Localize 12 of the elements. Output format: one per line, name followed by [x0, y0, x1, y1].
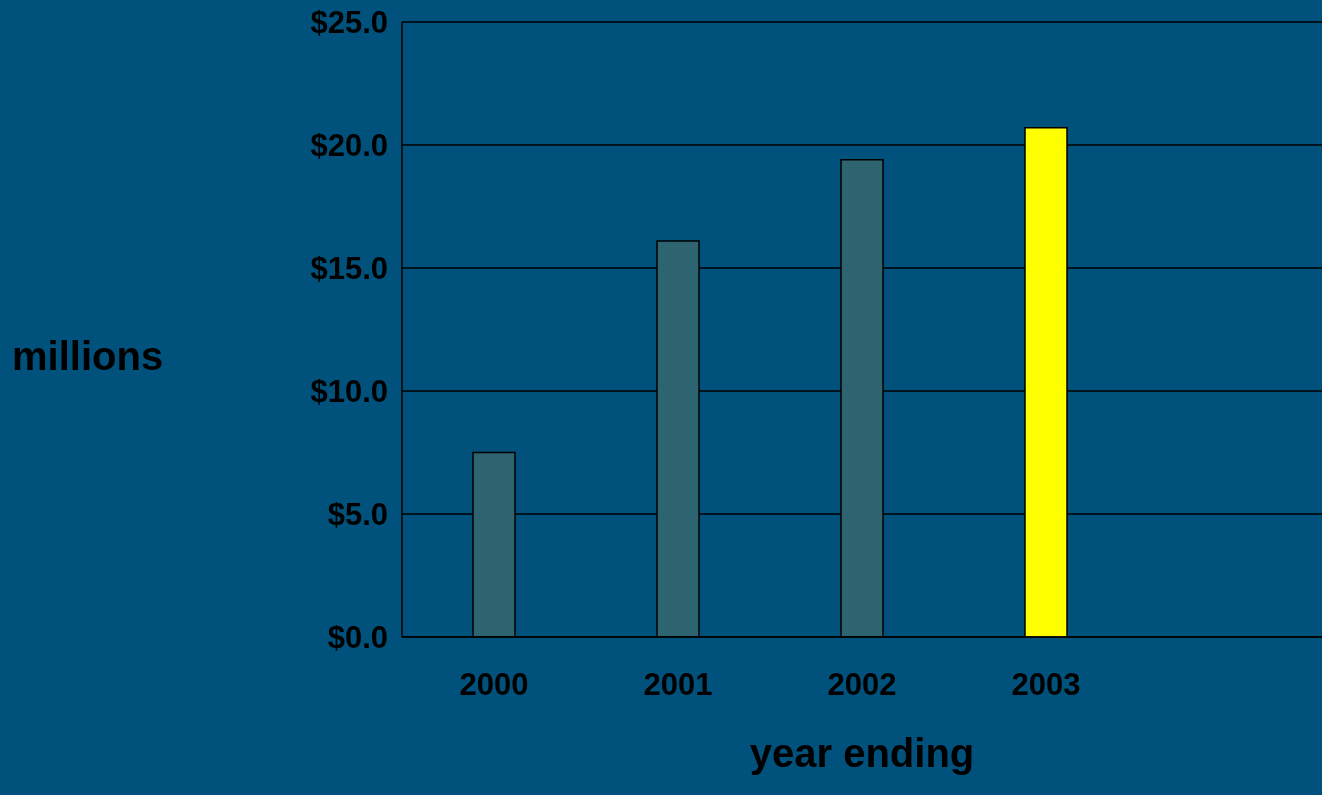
x-axis-title: year ending: [749, 731, 975, 775]
x-tick-label: 2001: [643, 667, 713, 703]
y-tick-label: $15.0: [310, 251, 388, 287]
y-tick-label: $5.0: [327, 497, 388, 533]
y-axis-title: millions: [12, 334, 164, 379]
y-tick-label: $10.0: [310, 374, 388, 410]
x-tick-label: 2002: [827, 667, 897, 703]
y-tick-label: $20.0: [310, 128, 388, 164]
x-tick-label: 2000: [459, 667, 529, 703]
y-tick-label: $25.0: [310, 5, 388, 41]
y-tick-label: $0.0: [327, 620, 388, 656]
x-tick-label: 2003: [1011, 667, 1081, 703]
